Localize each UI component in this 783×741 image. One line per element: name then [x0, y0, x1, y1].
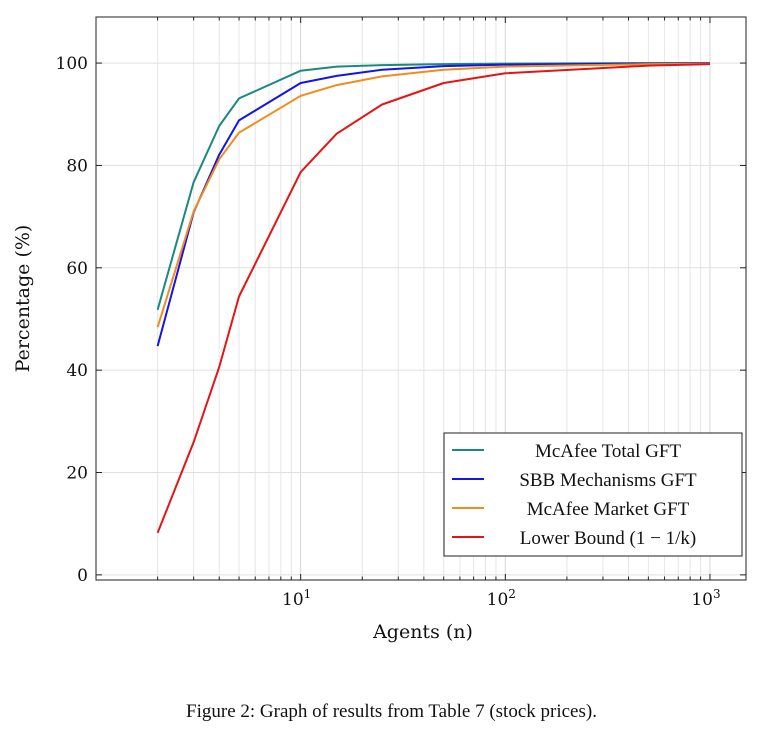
x-tick-label: 103: [691, 587, 720, 610]
line-chart: 101 102 103 0 20 40 60 80 100 Agents (n) Percenta…: [12, 16, 747, 643]
legend-box: [443, 432, 743, 557]
y-axis-label: Percentage (%): [12, 225, 34, 373]
y-tick-label: 0: [77, 566, 88, 586]
legend-label: SBB Mechanisms GFT: [519, 470, 697, 491]
y-tick-label: 60: [66, 259, 88, 279]
axis-labels: Agents (n) Percentage (%): [12, 225, 473, 643]
x-axis-label: Agents (n): [372, 621, 473, 643]
legend-label: McAfee Total GFT: [535, 441, 681, 462]
y-tick-label: 40: [66, 361, 88, 381]
series-lines: [156, 62, 711, 534]
series-line-mcafee-total-gft: [156, 62, 710, 311]
plot-frame: [95, 16, 747, 581]
legend-label: Lower Bound (1 − 1/k): [520, 528, 696, 549]
series-line-sbb-mechanisms-gft: [156, 62, 711, 347]
legend-label: McAfee Market GFT: [527, 499, 690, 520]
y-tick-label: 100: [56, 54, 88, 74]
legend: McAfee Total GFT SBB Mechanisms GFT McAfee…: [443, 432, 743, 557]
x-tick-label: 102: [487, 587, 516, 610]
axis-ticks: 101 102 103 0 20 40 60 80 100: [56, 17, 746, 610]
y-tick-label: 80: [66, 156, 88, 176]
x-tick-label: 101: [282, 587, 311, 610]
y-tick-label: 20: [66, 464, 88, 484]
figure-caption: Figure 2: Graph of results from Table 7 …: [186, 701, 597, 722]
series-line-lower-bound-1-1-k: [156, 63, 711, 534]
series-line-mcafee-market-gft: [156, 62, 711, 328]
